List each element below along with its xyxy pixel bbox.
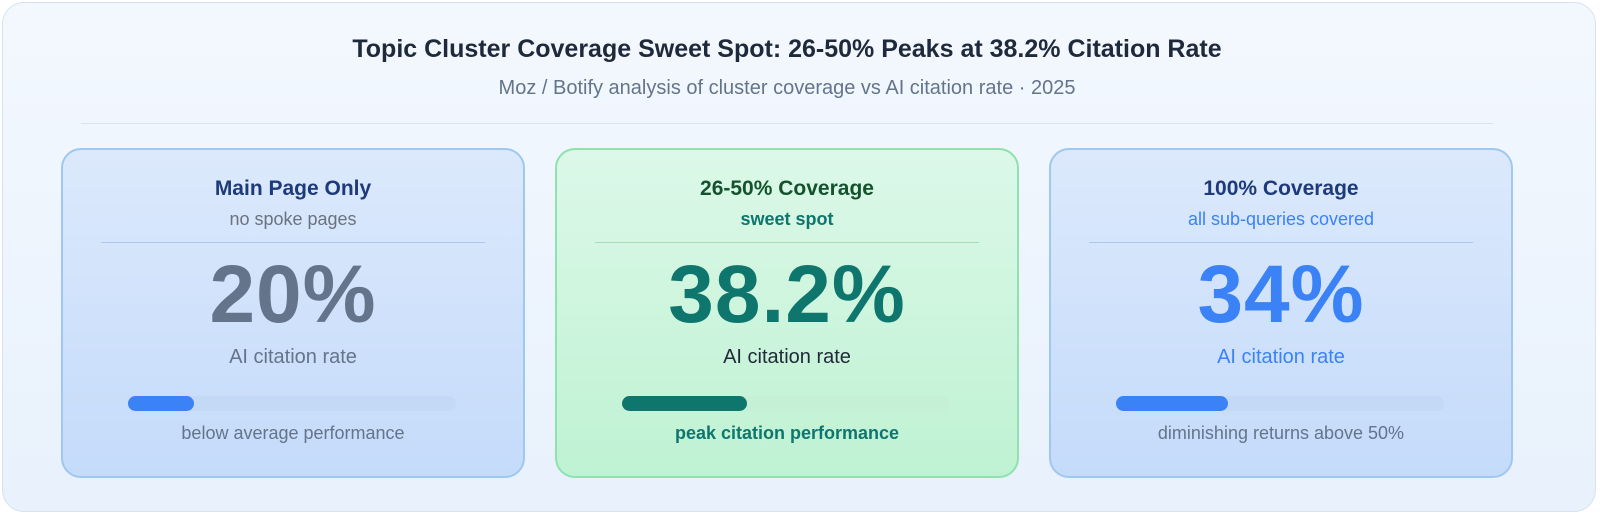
- progress-track: [1116, 396, 1444, 411]
- card-footer: peak citation performance: [674, 423, 900, 443]
- stat-value: 38.2%: [668, 249, 906, 340]
- stat-value: 34%: [1197, 249, 1365, 340]
- title: Topic Cluster Coverage Sweet Spot: 26-50…: [352, 35, 1222, 63]
- card-footer: diminishing returns above 50%: [1157, 423, 1405, 443]
- progress-bar: [128, 396, 194, 411]
- card-title: Main Page Only: [214, 177, 372, 200]
- card-title: 26-50% Coverage: [700, 177, 874, 200]
- card-divider: [101, 242, 485, 243]
- stat-card: Main Page Only no spoke pages 20% AI citati…: [61, 148, 525, 478]
- card-title: 100% Coverage: [1203, 177, 1359, 200]
- card-subtitle: sweet spot: [740, 209, 834, 229]
- stat-value: 20%: [209, 249, 377, 340]
- subtitle: Moz / Botify analysis of cluster coverag…: [498, 77, 1076, 99]
- stat-label: AI citation rate: [229, 346, 357, 368]
- stat-label: AI citation rate: [723, 346, 851, 368]
- card-subtitle: all sub-queries covered: [1187, 209, 1375, 229]
- stat-label: AI citation rate: [1217, 346, 1345, 368]
- progress-track: [622, 396, 950, 411]
- card-divider: [1089, 242, 1473, 243]
- card-divider: [595, 242, 979, 243]
- progress-bar: [1116, 396, 1228, 411]
- stat-card: 26-50% Coverage sweet spot 38.2% AI citatio…: [555, 148, 1019, 478]
- card-subtitle: no spoke pages: [229, 209, 357, 229]
- card-footer: below average performance: [181, 423, 405, 443]
- divider: [81, 123, 1493, 124]
- progress-bar: [622, 396, 748, 411]
- stat-card: 100% Coverage all sub-queries covered 34% A…: [1049, 148, 1513, 478]
- progress-track: [128, 396, 456, 411]
